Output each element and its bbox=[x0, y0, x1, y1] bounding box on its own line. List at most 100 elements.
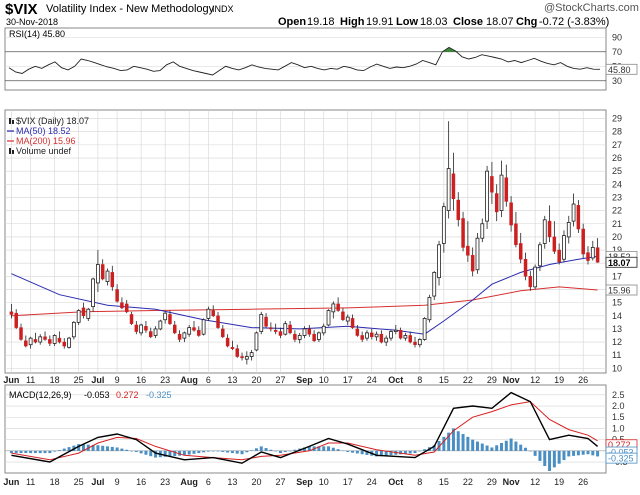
candle-body-down bbox=[177, 333, 182, 340]
candle-body-down bbox=[57, 337, 62, 343]
candle-body-up bbox=[485, 170, 489, 222]
macd-histogram-bar bbox=[149, 450, 153, 457]
candle-body-down bbox=[48, 339, 52, 344]
y-tick-label: 28 bbox=[612, 127, 622, 137]
macd-histogram-bar bbox=[192, 450, 196, 454]
candle-body-down bbox=[115, 289, 119, 302]
candle-legend-icon-b bbox=[12, 120, 14, 124]
candle-body-up bbox=[432, 271, 437, 297]
macd-histogram-bar bbox=[475, 441, 479, 451]
macd-panel bbox=[4, 384, 607, 474]
macd-histogram-bar bbox=[19, 450, 23, 454]
candle-body-down bbox=[225, 337, 230, 347]
chart-date: 30-Nov-2018 bbox=[6, 17, 58, 27]
macd-histogram-bar bbox=[538, 450, 542, 461]
candle-body-down bbox=[494, 193, 499, 213]
macd-histogram-bar bbox=[57, 450, 61, 451]
candle-body-up bbox=[562, 235, 566, 260]
macd-histogram-bar bbox=[548, 450, 552, 471]
y-tick-label: 29 bbox=[612, 114, 622, 124]
candle-body-down bbox=[100, 264, 105, 280]
candle-body-down bbox=[528, 276, 533, 288]
x-tick-label: 13 bbox=[227, 375, 237, 385]
candle-body-down bbox=[192, 327, 196, 331]
macd-histogram-bar bbox=[480, 443, 484, 451]
macd-histogram-bar bbox=[365, 450, 369, 455]
candle-body-down bbox=[230, 347, 235, 349]
high-label: High bbox=[340, 16, 365, 28]
macd-signal-value: 0.272 bbox=[116, 390, 139, 400]
macd-histogram-bar bbox=[586, 450, 590, 455]
x-tick-label: 23 bbox=[160, 375, 170, 385]
macd-histogram-bar bbox=[91, 444, 95, 451]
candle-body-down bbox=[456, 199, 460, 221]
x-tick-label: 9 bbox=[115, 375, 120, 385]
candle-body-down bbox=[43, 336, 47, 340]
candle-body-up bbox=[533, 266, 538, 288]
x-tick-label-bottom: 26 bbox=[578, 477, 588, 487]
macd-histogram-bar bbox=[423, 449, 427, 451]
macd-histogram-bar bbox=[418, 450, 422, 452]
macd-histogram-bar bbox=[245, 450, 249, 453]
candle-body-down bbox=[240, 356, 244, 359]
y-tick-label: 21 bbox=[612, 219, 622, 229]
macd-histogram-bar bbox=[514, 441, 518, 451]
candle-body-up bbox=[96, 264, 100, 284]
ma200-line bbox=[11, 286, 598, 317]
macd-histogram-bar bbox=[552, 450, 556, 468]
candle-body-down bbox=[523, 258, 528, 277]
x-tick-label: 15 bbox=[439, 375, 449, 385]
close-value: 18.07 bbox=[486, 16, 514, 28]
macd-histogram-bar bbox=[264, 448, 268, 451]
candle-body-down bbox=[408, 335, 412, 343]
macd-histogram-bar bbox=[327, 446, 331, 451]
y-tick-label: 20 bbox=[612, 232, 622, 242]
candle-body-down bbox=[19, 327, 23, 340]
macd-histogram-bar bbox=[259, 446, 263, 451]
candle-body-down bbox=[221, 328, 225, 338]
macd-histogram-bar bbox=[288, 450, 292, 452]
candle-body-up bbox=[158, 320, 163, 330]
candle-body-down bbox=[269, 327, 273, 330]
x-tick-label: Oct bbox=[388, 375, 403, 385]
macd-histogram-bar bbox=[567, 450, 571, 457]
macd-histogram-bar bbox=[322, 446, 326, 451]
rsi-tick-label: 70 bbox=[612, 47, 622, 57]
candle-body-down bbox=[264, 316, 268, 327]
macd-histogram-bar bbox=[408, 450, 412, 454]
macd-histogram-bar bbox=[442, 436, 446, 451]
candle-body-up bbox=[590, 247, 595, 259]
candle-body-down bbox=[124, 303, 129, 313]
macd-histogram-bar bbox=[360, 450, 364, 455]
macd-histogram-bar bbox=[519, 444, 523, 451]
candle-body-down bbox=[307, 328, 312, 335]
candle-body-up bbox=[321, 325, 326, 334]
macd-histogram-bar bbox=[596, 450, 600, 457]
macd-histogram-bar bbox=[500, 443, 503, 451]
candle-body-down bbox=[81, 307, 86, 317]
candle-body-down bbox=[278, 331, 283, 336]
y-tick-label: 27 bbox=[612, 140, 622, 150]
macd-histogram-bar bbox=[581, 450, 585, 455]
macd-histogram-bar bbox=[336, 449, 340, 451]
candle-body-down bbox=[336, 303, 340, 311]
macd-histogram-bar bbox=[504, 440, 508, 451]
candle-body-down bbox=[134, 324, 139, 332]
macd-histogram-bar bbox=[81, 444, 85, 451]
candle-body-up bbox=[283, 323, 288, 335]
macd-histogram-bar bbox=[134, 450, 138, 452]
macd-histogram-bar bbox=[115, 447, 119, 451]
y-tick-label: 15 bbox=[612, 298, 622, 308]
macd-histogram-bar bbox=[451, 428, 455, 451]
macd-histogram-bar bbox=[125, 449, 129, 451]
candle-body-up bbox=[389, 331, 393, 339]
close-label: Close bbox=[453, 16, 483, 28]
candle-body-up bbox=[446, 168, 451, 212]
x-tick-label: 24 bbox=[367, 375, 377, 385]
x-tick-label-bottom: 29 bbox=[487, 477, 497, 487]
macd-histogram-bar bbox=[495, 445, 499, 451]
candle-body-down bbox=[288, 324, 292, 334]
macd-histogram-bar bbox=[355, 450, 359, 454]
macd-histogram-bar bbox=[351, 450, 355, 453]
candle-body-down bbox=[552, 236, 557, 252]
